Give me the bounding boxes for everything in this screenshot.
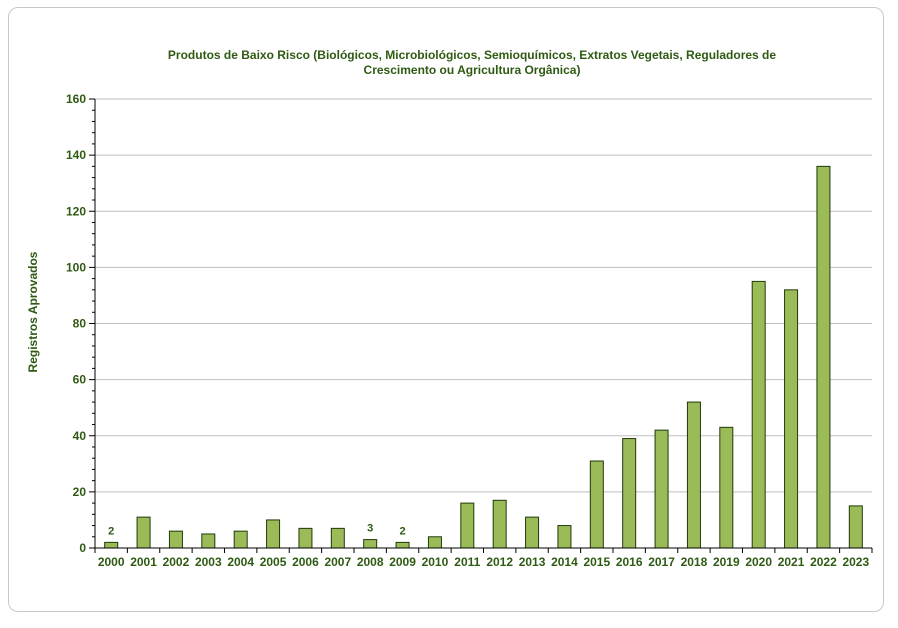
bar-2015 (589, 460, 604, 549)
y-tick-labels: 0 20 40 60 80 100 120 140 160 (66, 92, 86, 555)
bar-2004 (233, 530, 248, 549)
bar-2011 (460, 502, 475, 549)
data-label-2000: 2 (108, 525, 114, 537)
y-tick-label: 20 (73, 485, 87, 499)
x-tick-label: 2013 (519, 555, 546, 569)
y-tick-label: 160 (66, 92, 86, 106)
bar-2017 (654, 429, 669, 549)
bar-2007 (330, 527, 345, 549)
chart-title-line-2: Crescimento ou Agricultura Orgânica) (364, 63, 581, 77)
bar-2002 (168, 530, 183, 549)
x-tick-label: 2011 (454, 555, 480, 569)
y-tick-label: 80 (73, 317, 87, 331)
x-tick-label: 2001 (130, 555, 157, 569)
bar-2000 (104, 541, 119, 549)
bar-2014 (557, 525, 572, 549)
chart-frame (8, 7, 884, 612)
gridlines (95, 98, 872, 493)
x-tick-label: 2020 (745, 555, 772, 569)
x-tick-label: 2009 (389, 555, 416, 569)
axes (89, 98, 873, 553)
y-axis-title: Registros Aprovados (26, 251, 40, 372)
bar-2003 (201, 533, 216, 549)
x-tick-label: 2004 (227, 555, 254, 569)
bar-2001 (136, 516, 151, 549)
bar-2022 (816, 165, 831, 549)
x-tick-label: 2003 (195, 555, 222, 569)
bar-2018 (686, 401, 701, 549)
x-tick-label: 2000 (98, 555, 125, 569)
bar-2016 (622, 438, 637, 549)
x-tick-label: 2019 (713, 555, 740, 569)
bar-2020 (751, 280, 766, 549)
x-tick-label: 2010 (422, 555, 449, 569)
x-tick-label: 2023 (842, 555, 869, 569)
x-tick-label: 2008 (357, 555, 384, 569)
bar-2019 (719, 426, 734, 549)
bar-2012 (492, 499, 507, 549)
bar-2013 (525, 516, 540, 549)
x-tick-label: 2017 (648, 555, 675, 569)
data-label-2008: 3 (367, 523, 373, 535)
bar-2009 (395, 541, 410, 549)
y-tick-label: 100 (66, 260, 86, 274)
x-tick-label: 2022 (810, 555, 837, 569)
x-tick-label: 2006 (292, 555, 319, 569)
y-tick-label: 40 (73, 429, 87, 443)
x-tick-label: 2012 (486, 555, 513, 569)
bar-2023 (848, 505, 863, 549)
x-tick-label: 2002 (163, 555, 190, 569)
y-tick-label: 120 (66, 204, 86, 218)
x-tick-label: 2021 (778, 555, 805, 569)
x-tick-label: 2018 (681, 555, 708, 569)
bar-2005 (266, 519, 281, 549)
bar-2006 (298, 527, 313, 549)
y-tick-label: 60 (73, 373, 87, 387)
data-labels: 2 3 2 (108, 523, 406, 538)
bar-2010 (427, 536, 442, 549)
x-tick-label: 2015 (583, 555, 610, 569)
bar-2021 (784, 289, 799, 549)
x-tick-label: 2005 (260, 555, 287, 569)
y-tick-label: 140 (66, 148, 86, 162)
bars (104, 165, 863, 549)
chart-title-line-1: Produtos de Baixo Risco (Biológicos, Mic… (168, 48, 776, 62)
x-tick-labels: 2000 2001 2002 2003 2004 2005 2006 2007 2008 2009… (98, 555, 870, 569)
y-tick-label: 0 (79, 541, 86, 555)
x-tick-label: 2016 (616, 555, 643, 569)
bar-2008 (363, 539, 378, 549)
data-label-2009: 2 (400, 525, 406, 537)
x-tick-label: 2014 (551, 555, 578, 569)
x-tick-label: 2007 (324, 555, 351, 569)
